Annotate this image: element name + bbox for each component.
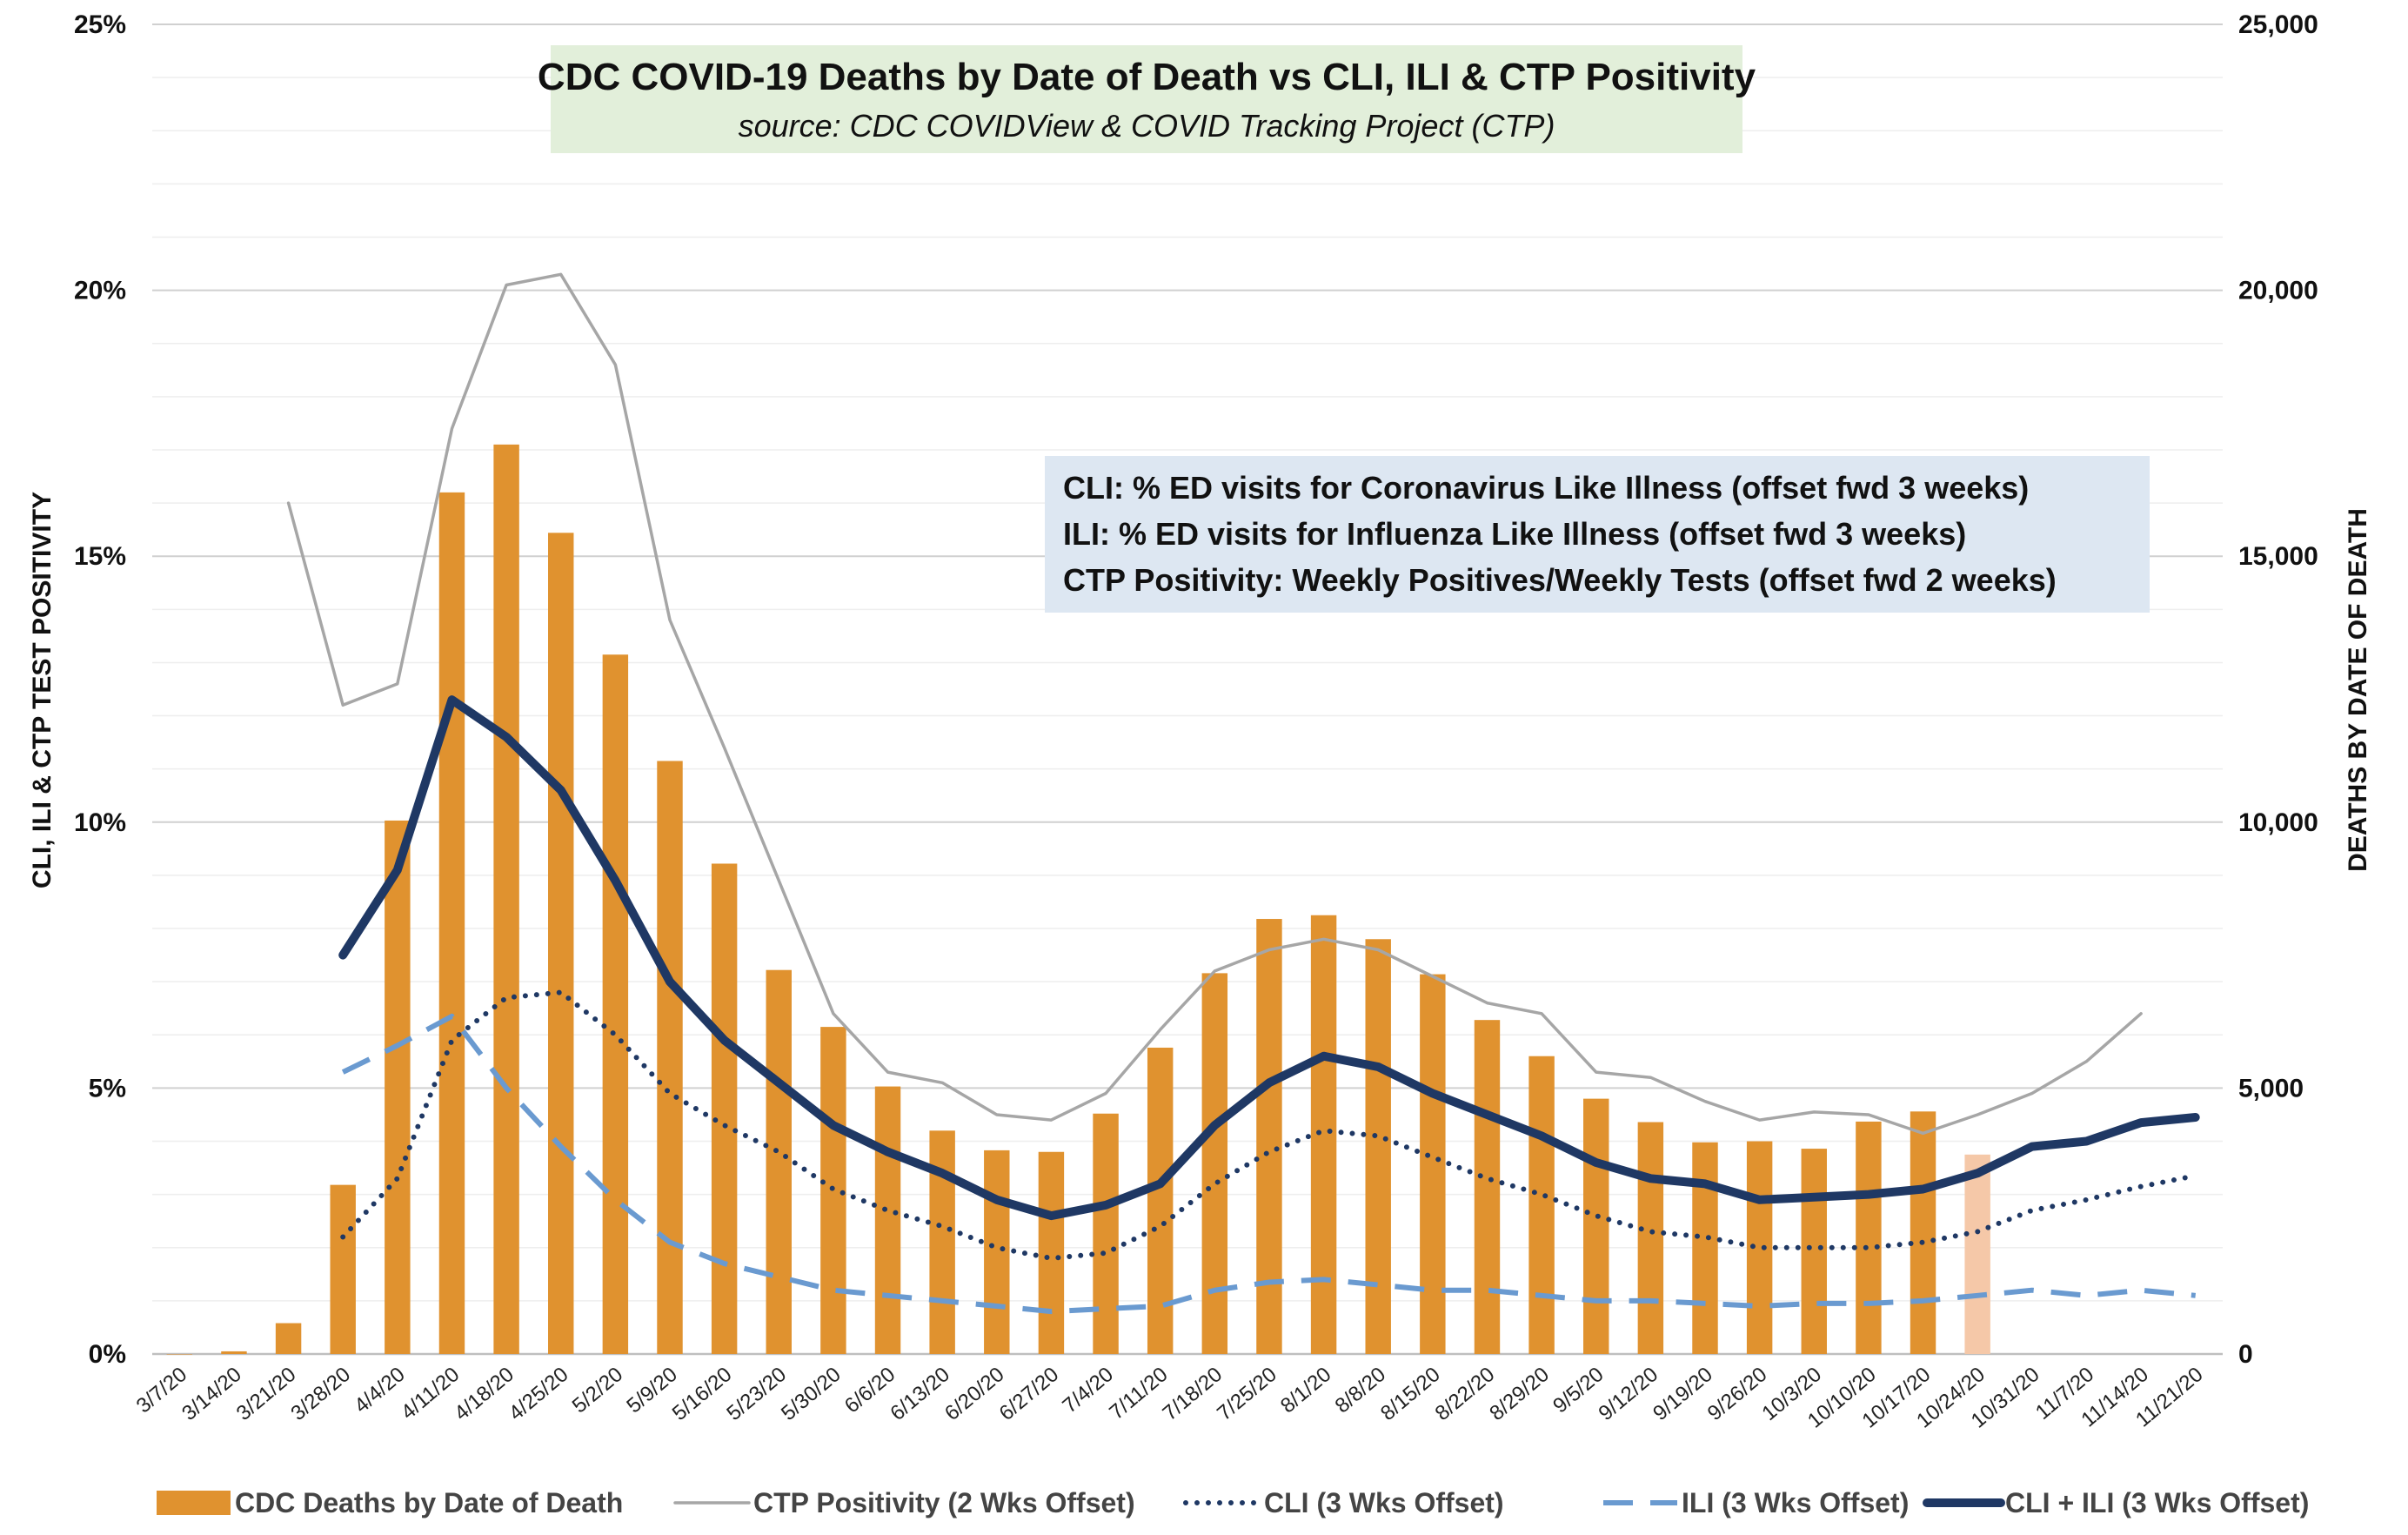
cli-ili-line — [338, 695, 2200, 1221]
deaths-bar — [1310, 915, 1337, 1354]
x-tick-label: 5/2/20 — [568, 1363, 627, 1418]
x-tick-label: 6/27/20 — [995, 1363, 1064, 1425]
x-tick-label: 4/25/20 — [505, 1363, 573, 1425]
x-tick-label: 3/28/20 — [286, 1363, 355, 1425]
note-ili: ILI: % ED visits for Influenza Like Illn… — [1063, 516, 1966, 552]
note-box: CLI: % ED visits for Coronavirus Like Il… — [1045, 456, 2150, 613]
x-tick-label: 5/30/20 — [777, 1363, 846, 1425]
deaths-bar — [493, 444, 519, 1354]
deaths-bar — [929, 1130, 955, 1354]
left-tick-label: 20% — [74, 277, 126, 305]
x-tick-label: 8/1/20 — [1276, 1363, 1335, 1418]
deaths-bar — [984, 1150, 1010, 1354]
x-tick-label: 7/18/20 — [1158, 1363, 1227, 1425]
right-tick-label: 20,000 — [2238, 277, 2318, 305]
legend-label: CTP Positivity (2 Wks Offset) — [753, 1487, 1135, 1518]
legend-label: CLI + ILI (3 Wks Offset) — [2005, 1487, 2309, 1518]
deaths-bar — [330, 1184, 356, 1354]
right-tick-label: 10,000 — [2238, 808, 2318, 837]
x-tick-label: 6/13/20 — [886, 1363, 954, 1425]
deaths-bar — [385, 820, 411, 1354]
right-tick-label: 15,000 — [2238, 542, 2318, 571]
deaths-bar — [1856, 1121, 1882, 1354]
left-tick-label: 0% — [89, 1340, 126, 1369]
deaths-bar — [1256, 919, 1282, 1354]
right-axis-title: DEATHS BY DATE OF DEATH — [2344, 508, 2372, 872]
x-tick-label: 9/12/20 — [1595, 1363, 1663, 1425]
deaths-bar — [874, 1086, 901, 1354]
line-series — [286, 272, 2200, 1315]
left-tick-label: 5% — [89, 1074, 126, 1103]
deaths-bar — [1910, 1111, 1936, 1354]
deaths-bar — [1637, 1122, 1664, 1354]
x-tick-label: 5/16/20 — [668, 1363, 737, 1425]
deaths-bar — [275, 1323, 302, 1354]
x-tick-label: 4/18/20 — [450, 1363, 518, 1425]
x-tick-label: 7/25/20 — [1213, 1363, 1281, 1425]
deaths-bar — [1528, 1056, 1555, 1354]
right-tick-label: 5,000 — [2238, 1074, 2304, 1103]
deaths-bar — [1365, 939, 1391, 1354]
deaths-bar — [1583, 1098, 1609, 1354]
right-tick-label: 0 — [2238, 1340, 2253, 1369]
legend: CDC Deaths by Date of Death CTP Positivit… — [157, 1487, 2309, 1518]
x-tick-label: 9/19/20 — [1649, 1363, 1717, 1425]
deaths-bar — [438, 492, 465, 1354]
deaths-bar — [1964, 1154, 1990, 1354]
chart-title: CDC COVID-19 Deaths by Date of Death vs … — [538, 56, 1756, 98]
x-tick-label: 5/23/20 — [722, 1363, 791, 1425]
title-box: CDC COVID-19 Deaths by Date of Death vs … — [538, 45, 1756, 153]
deaths-bar — [1147, 1047, 1174, 1354]
left-tick-label: 15% — [74, 542, 126, 571]
ili-line — [341, 1013, 2196, 1315]
deaths-bar — [1692, 1142, 1718, 1354]
x-tick-label: 9/26/20 — [1703, 1363, 1772, 1425]
deaths-bar — [548, 533, 574, 1354]
deaths-bar — [1093, 1113, 1119, 1354]
x-tick-label: 3/14/20 — [177, 1363, 246, 1425]
left-tick-label: 25% — [74, 10, 126, 39]
deaths-bar — [1038, 1151, 1065, 1354]
x-tick-label: 7/11/20 — [1105, 1363, 1172, 1424]
legend-label: CDC Deaths by Date of Death — [235, 1487, 623, 1518]
x-tick-label: 8/22/20 — [1431, 1363, 1500, 1425]
deaths-bar — [1201, 973, 1228, 1354]
right-tick-label: 25,000 — [2238, 10, 2318, 39]
x-tick-label: 4/11/20 — [397, 1363, 464, 1424]
deaths-bar — [602, 654, 629, 1354]
legend-label: CLI (3 Wks Offset) — [1264, 1487, 1504, 1518]
deaths-bar — [766, 969, 792, 1354]
x-tick-label: 3/21/20 — [232, 1363, 301, 1425]
left-tick-label: 10% — [74, 808, 126, 837]
note-cli: CLI: % ED visits for Coronavirus Like Il… — [1063, 470, 2029, 506]
cli-line — [340, 989, 2198, 1261]
deaths-bar — [166, 1354, 193, 1355]
deaths-bar — [1420, 974, 1446, 1354]
deaths-bar — [711, 863, 738, 1354]
x-tick-label: 8/15/20 — [1376, 1363, 1445, 1425]
left-axis-title: CLI, ILI & CTP TEST POSITIVITY — [28, 492, 57, 888]
deaths-bar — [221, 1351, 247, 1354]
legend-deaths-swatch — [157, 1491, 231, 1515]
x-tick-label: 8/29/20 — [1485, 1363, 1554, 1425]
x-tick-label: 6/20/20 — [940, 1363, 1009, 1425]
legend-label: ILI (3 Wks Offset) — [1682, 1487, 1909, 1518]
note-ctp: CTP Positivity: Weekly Positives/Weekly … — [1063, 562, 2057, 598]
deaths-bar — [1474, 1020, 1501, 1354]
deaths-bar — [1801, 1149, 1827, 1354]
chart-subtitle: source: CDC COVIDView & COVID Tracking P… — [739, 108, 1555, 144]
ctp-positivity-line — [286, 272, 2143, 1136]
deaths-bar — [657, 761, 683, 1354]
